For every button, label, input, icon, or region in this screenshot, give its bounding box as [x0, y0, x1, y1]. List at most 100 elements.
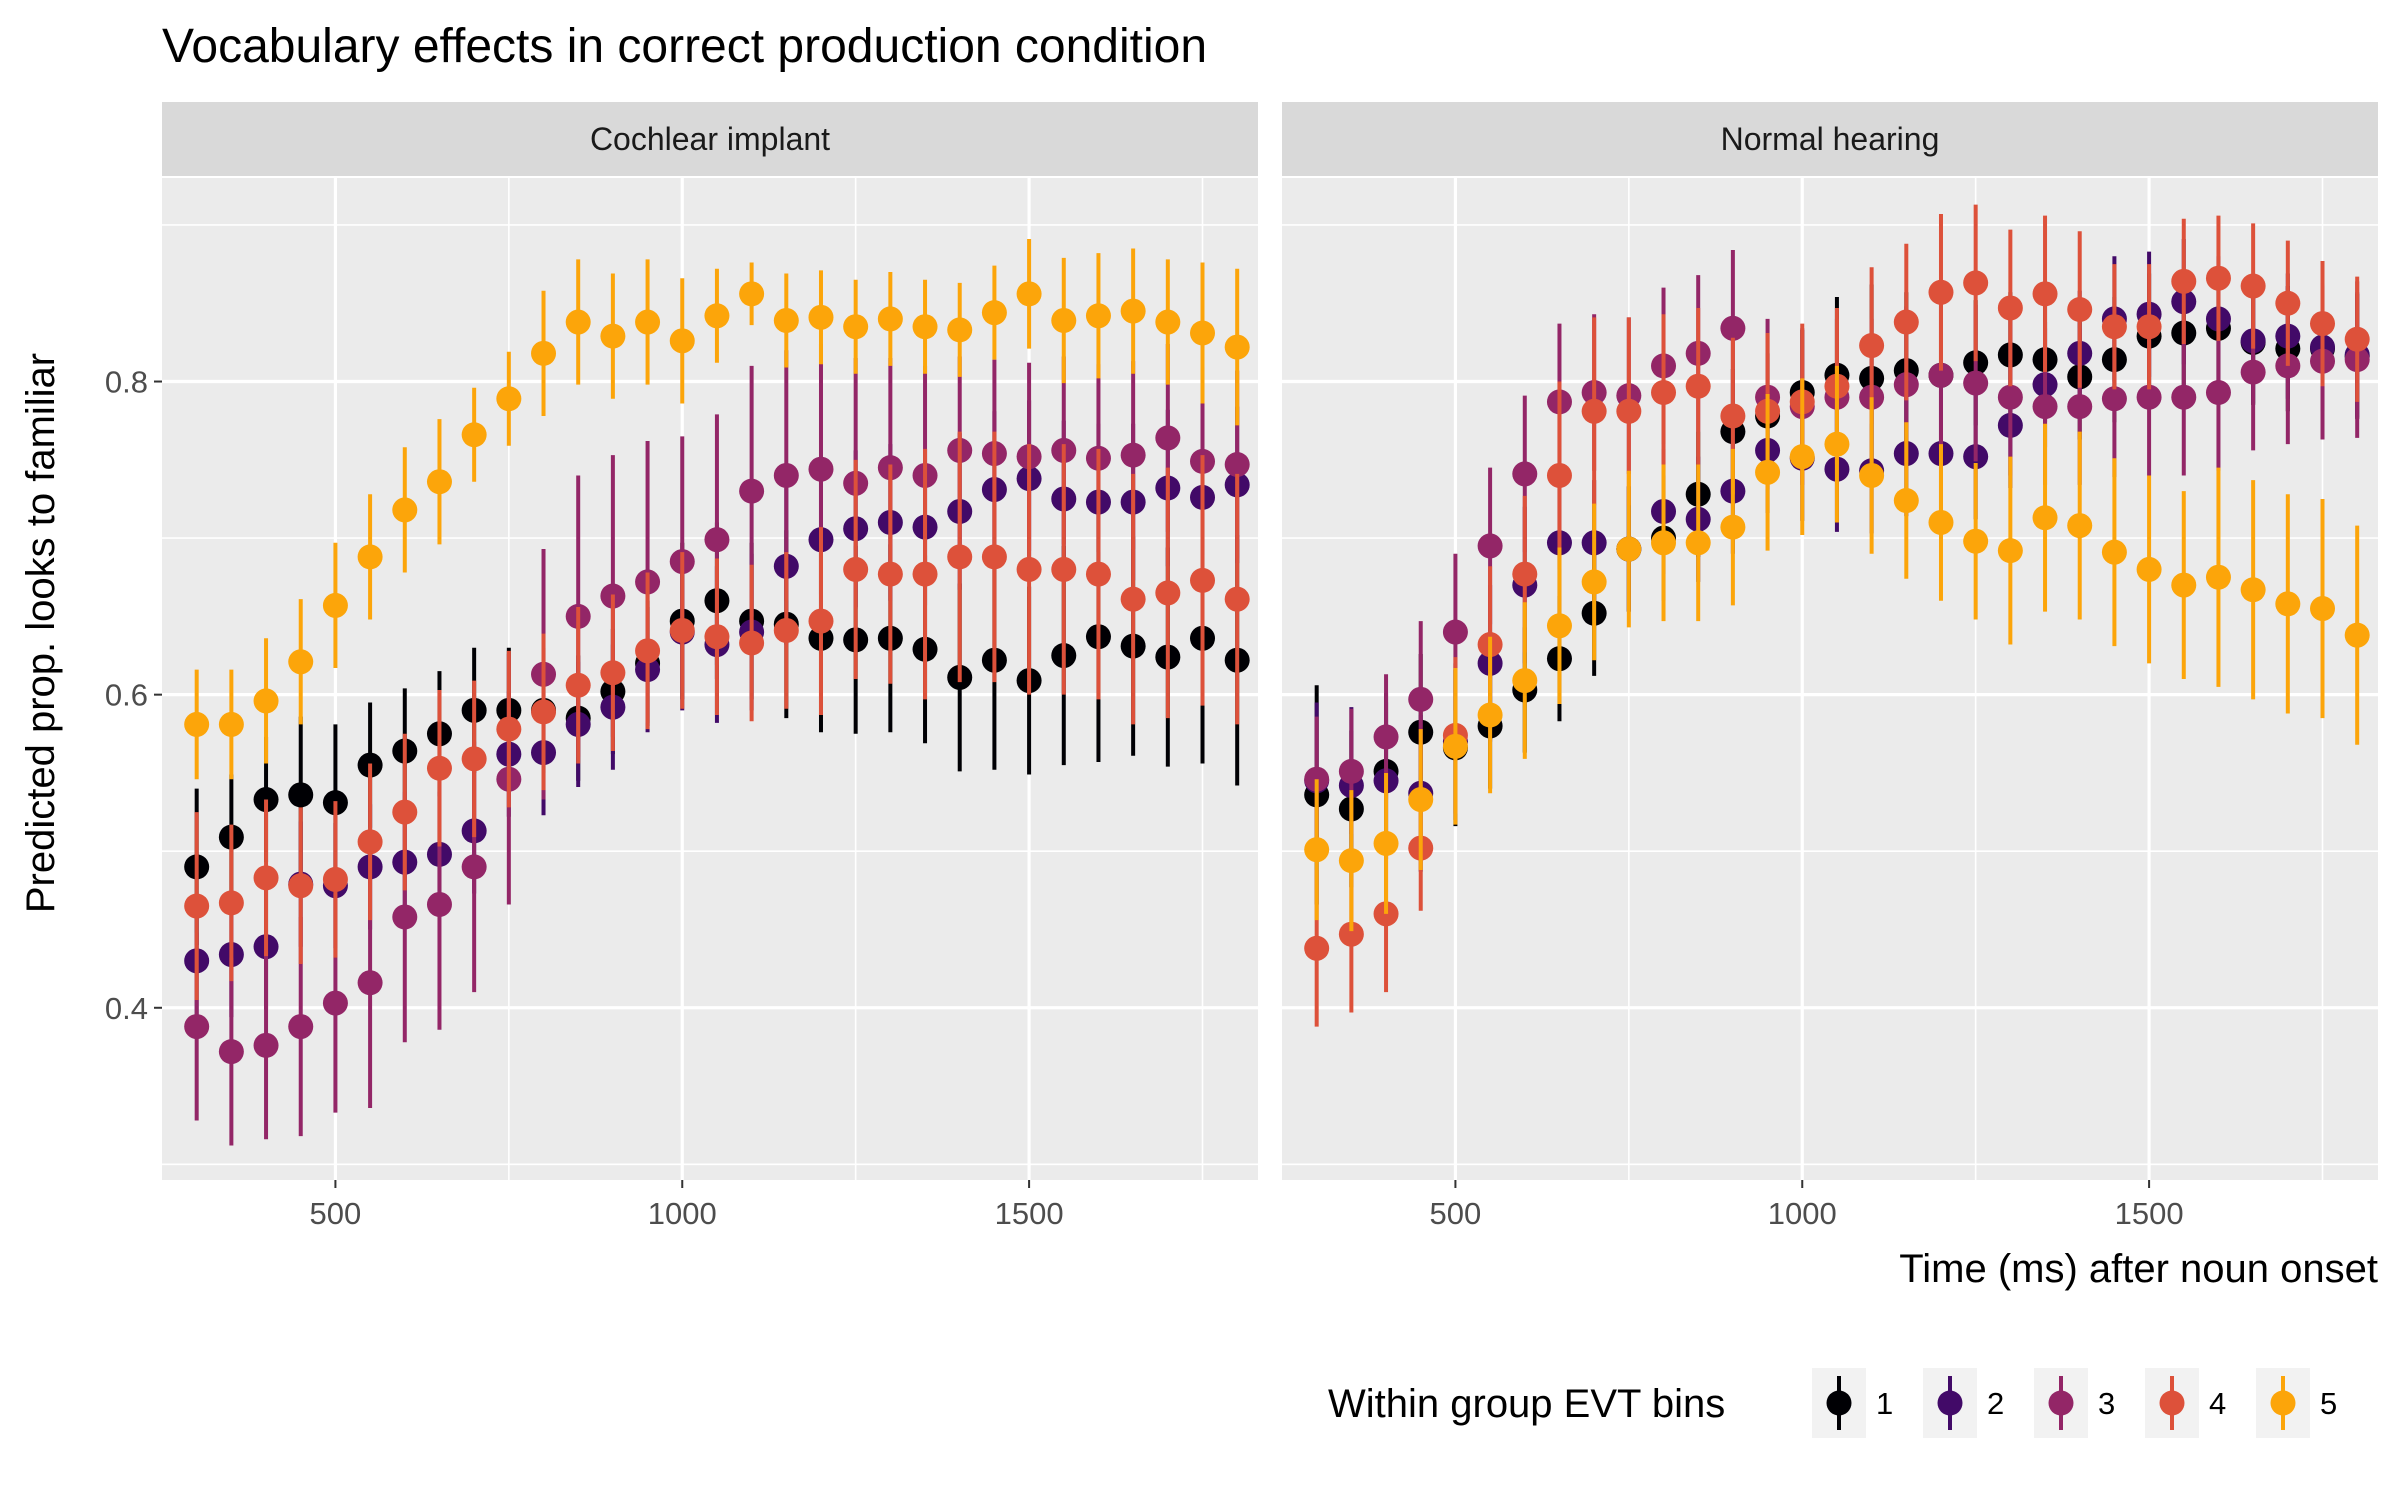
data-point — [981, 300, 1007, 326]
data-point — [1824, 431, 1850, 457]
data-point — [1789, 444, 1815, 470]
data-point — [1016, 281, 1042, 307]
data-point — [635, 309, 661, 335]
data-point — [2171, 268, 2197, 294]
data-point — [1373, 724, 1399, 750]
panel-background — [1282, 178, 2378, 1180]
data-point — [1928, 362, 1954, 388]
data-point — [1224, 452, 1250, 478]
data-point — [1893, 309, 1919, 335]
legend-key-point — [1826, 1390, 1852, 1416]
data-point — [1155, 309, 1181, 335]
data-point — [1512, 668, 1538, 694]
data-point — [322, 990, 348, 1016]
data-point — [1651, 379, 1677, 405]
data-point — [531, 340, 557, 366]
data-point — [669, 617, 695, 643]
panel-data — [184, 239, 1250, 1146]
data-point — [565, 672, 591, 698]
data-point — [981, 544, 1007, 570]
data-point — [704, 527, 730, 553]
data-point — [253, 1032, 279, 1058]
data-point — [1051, 556, 1077, 582]
data-point — [1085, 561, 1111, 587]
legend-title: Within group EVT bins — [1328, 1382, 1725, 1426]
series-5 — [184, 239, 1250, 780]
facet-strip — [162, 102, 1258, 176]
panel-data — [1304, 204, 2370, 1027]
data-point — [1408, 787, 1434, 813]
legend-key-point — [2270, 1390, 2296, 1416]
data-point — [1581, 398, 1607, 424]
data-point — [1546, 613, 1572, 639]
data-point — [565, 309, 591, 335]
data-point — [1408, 686, 1434, 712]
data-point — [218, 890, 244, 916]
data-point — [1120, 442, 1146, 468]
series-4 — [184, 431, 1250, 1000]
legend-key-point — [2048, 1390, 2074, 1416]
data-point — [184, 711, 210, 737]
data-point — [2205, 265, 2231, 291]
data-point — [2310, 311, 2336, 337]
data-point — [912, 314, 938, 340]
data-point — [600, 323, 626, 349]
data-point — [669, 328, 695, 354]
data-point — [808, 304, 834, 330]
data-point — [357, 970, 383, 996]
data-point — [1651, 530, 1677, 556]
data-point — [288, 1014, 314, 1040]
data-point — [2136, 384, 2162, 410]
legend-key-point — [2159, 1390, 2185, 1416]
y-tick-label: 0.8 — [105, 365, 148, 400]
data-point — [2101, 386, 2127, 412]
data-point — [1190, 320, 1216, 346]
data-point — [2310, 596, 2336, 622]
legend-entry-5: 5 — [2256, 1368, 2337, 1438]
data-point — [1755, 459, 1781, 485]
data-point — [357, 544, 383, 570]
data-point — [1893, 488, 1919, 514]
x-tick-label: 500 — [1430, 1196, 1482, 1231]
legend-keys: 1 2 3 4 5 — [1812, 1368, 2337, 1438]
legend-entry-1: 1 — [1812, 1368, 1893, 1438]
data-point — [1963, 370, 1989, 396]
legend-entry-2: 2 — [1923, 1368, 2004, 1438]
data-point — [253, 865, 279, 891]
data-point — [288, 873, 314, 899]
y-tick-label: 0.4 — [105, 991, 148, 1026]
x-tick-label: 1000 — [648, 1196, 717, 1231]
legend-label: 3 — [2098, 1386, 2115, 1421]
legend: Within group EVT bins 1 2 3 4 5 — [1328, 1368, 2337, 1438]
x-axis-title: Time (ms) after noun onset — [1899, 1247, 2378, 1291]
data-point — [218, 711, 244, 737]
data-point — [1720, 315, 1746, 341]
facet-strip-label: Cochlear implant — [590, 121, 830, 157]
data-point — [1685, 530, 1711, 556]
data-point — [184, 1014, 210, 1040]
data-point — [288, 782, 314, 808]
data-point — [2136, 556, 2162, 582]
legend-key-point — [1937, 1390, 1963, 1416]
x-tick-label: 500 — [310, 1196, 362, 1231]
data-point — [1155, 425, 1181, 451]
data-point — [2240, 577, 2266, 603]
data-point — [1477, 702, 1503, 728]
data-point — [392, 497, 418, 523]
data-point — [2067, 513, 2093, 539]
data-point — [947, 544, 973, 570]
data-point — [2032, 505, 2058, 531]
x-tick-label: 1500 — [995, 1196, 1064, 1231]
data-point — [2067, 297, 2093, 323]
y-tick-label: 0.6 — [105, 678, 148, 713]
legend-label: 1 — [1876, 1386, 1893, 1421]
data-point — [1190, 567, 1216, 593]
data-point — [1120, 586, 1146, 612]
facet-panel: Cochlear implant 0.4 0.6 0.8 500 1000 1500 — [105, 102, 1258, 1231]
data-point — [2344, 326, 2370, 352]
data-point — [1224, 586, 1250, 612]
data-point — [843, 314, 869, 340]
data-point — [426, 891, 452, 917]
data-point — [1685, 373, 1711, 399]
